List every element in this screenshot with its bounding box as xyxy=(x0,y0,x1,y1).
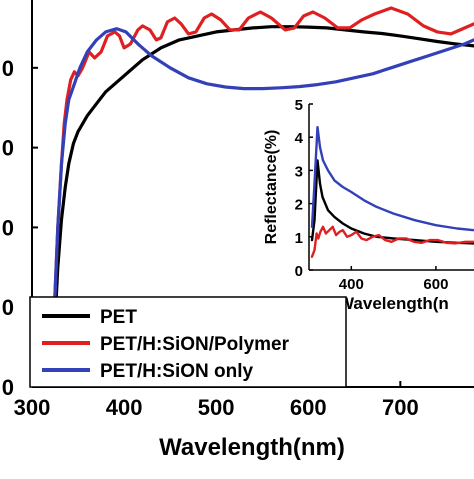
inset-y-tick-label: 1 xyxy=(295,230,303,247)
legend-label: PET/H:SiON/Polymer xyxy=(100,334,290,355)
main-y-tick-label: 0 xyxy=(2,136,14,161)
inset-x-tick-label: 400 xyxy=(339,276,364,293)
inset-background xyxy=(258,98,474,316)
main-x-tick-label: 300 xyxy=(14,395,51,420)
main-axis-labels: Wavelength(nm) xyxy=(159,434,345,461)
main-x-tick-label: 500 xyxy=(198,395,235,420)
main-y-tick-label: 0 xyxy=(2,56,14,81)
main-y-tick-label: 0 xyxy=(2,215,14,240)
inset-y-tick-label: 2 xyxy=(295,197,303,214)
inset-y-tick-label: 4 xyxy=(295,130,304,147)
main-x-axis-label: Wavelength(nm) xyxy=(159,434,345,461)
inset-series-line xyxy=(310,126,474,232)
main-x-tick-label: 700 xyxy=(382,395,419,420)
inset-x-tick-label: 600 xyxy=(423,276,448,293)
inset-x-axis-label: Wavelength(n xyxy=(338,294,449,313)
inset-series-line xyxy=(310,225,474,258)
legend-label: PET/H:SiON only xyxy=(100,361,254,382)
main-y-tick-label: 0 xyxy=(2,295,14,320)
main-x-tick-label: 400 xyxy=(106,395,143,420)
inset-y-tick-label: 0 xyxy=(295,263,303,280)
legend: PET PET/H:SiON/Polymer PET/H:SiON only xyxy=(29,296,347,388)
inset-y-tick-label: 5 xyxy=(295,97,303,114)
main-series-group xyxy=(48,6,474,387)
legend-label: PET xyxy=(100,307,137,328)
inset-y-axis-label: Reflectance(%) xyxy=(263,130,280,245)
main-y-tick-label: 0 xyxy=(2,375,14,400)
inset-y-tick-label: 3 xyxy=(295,163,303,180)
main-series-line xyxy=(48,25,474,387)
main-series-line xyxy=(48,6,474,387)
inset-series-group xyxy=(310,126,474,258)
main-x-tick-label: 600 xyxy=(290,395,327,420)
main-series-line xyxy=(48,27,474,387)
inset-plot: 0 1 2 3 4 5 400 600 Reflectance(%) Wavelength(n xyxy=(258,97,474,316)
